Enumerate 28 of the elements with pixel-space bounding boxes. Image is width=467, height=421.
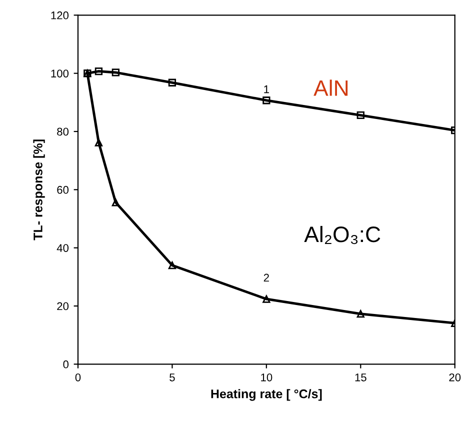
point: [168, 261, 176, 270]
text: Al₂O₃:C: [304, 226, 380, 244]
y-tick-label: 60: [57, 186, 69, 194]
x-tick-label: 0: [75, 373, 81, 382]
y-tick-label: 0: [63, 360, 69, 368]
x-tick-label: 10: [261, 373, 272, 382]
point: [356, 310, 364, 318]
y-tick-label: 20: [57, 302, 69, 310]
x-tick-label: 15: [355, 374, 366, 382]
series-label: AlN: [314, 80, 348, 96]
point: [262, 295, 270, 303]
x-tick-label: 20: [449, 373, 461, 382]
point: [168, 78, 176, 86]
point: [112, 68, 120, 76]
point: [356, 111, 364, 120]
point: [94, 67, 103, 76]
y-tick-label: 40: [56, 244, 69, 252]
y-tick-label: 100: [51, 70, 69, 78]
y-tick-label: 120: [51, 11, 69, 20]
x-tick-label: 5: [170, 374, 175, 382]
y-tick-label: 80: [57, 128, 69, 136]
point: [94, 138, 103, 146]
annotation: 1: [264, 85, 269, 94]
point: [262, 96, 270, 104]
x-axis-title: Heating rate [ °C/s]: [211, 389, 322, 401]
annotation: 2: [264, 274, 269, 282]
y-axis-title: TL- response [%]: [33, 140, 45, 240]
point: [112, 198, 120, 206]
